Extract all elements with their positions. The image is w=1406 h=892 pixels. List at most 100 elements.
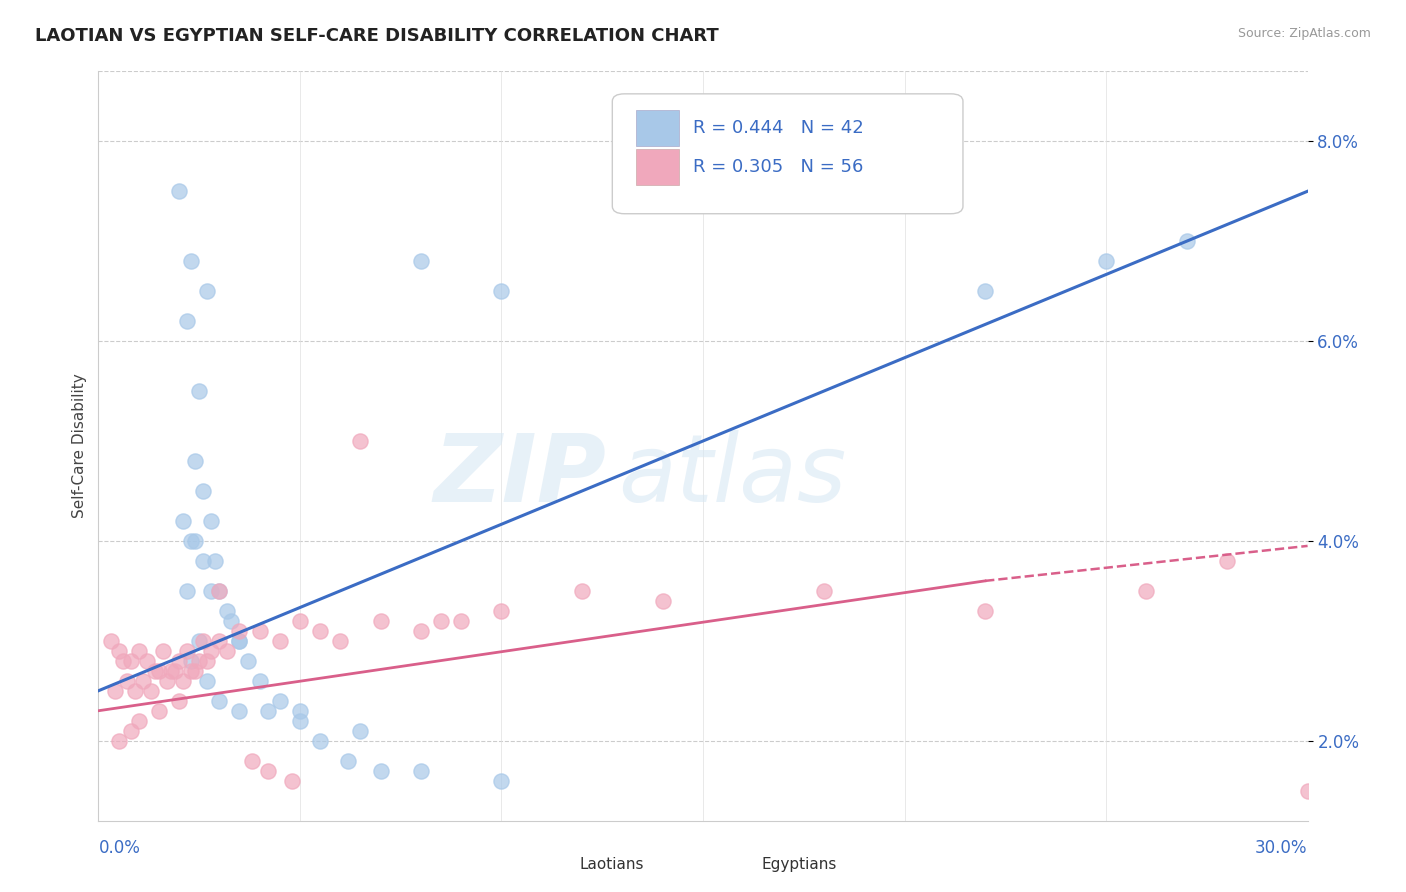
Point <box>288 704 311 718</box>
Text: LAOTIAN VS EGYPTIAN SELF-CARE DISABILITY CORRELATION CHART: LAOTIAN VS EGYPTIAN SELF-CARE DISABILITY… <box>35 27 718 45</box>
FancyBboxPatch shape <box>546 853 572 877</box>
Point <box>651 594 673 608</box>
Text: R = 0.444   N = 42: R = 0.444 N = 42 <box>693 119 865 136</box>
Point <box>188 654 211 668</box>
Point <box>491 773 513 788</box>
Point <box>200 514 222 528</box>
Point <box>193 554 215 568</box>
Point <box>269 694 291 708</box>
Point <box>193 633 215 648</box>
Point <box>148 704 170 718</box>
Point <box>135 654 157 668</box>
Point <box>188 384 211 398</box>
Text: Laotians: Laotians <box>579 857 644 872</box>
Point <box>124 683 146 698</box>
Point <box>217 604 239 618</box>
Point <box>409 254 432 268</box>
Point <box>256 704 278 718</box>
Point <box>128 714 150 728</box>
Point <box>217 644 239 658</box>
Point <box>1296 783 1319 797</box>
Point <box>139 683 162 698</box>
Point <box>195 654 218 668</box>
Point <box>204 554 226 568</box>
Point <box>1095 254 1118 268</box>
Point <box>107 733 129 747</box>
Point <box>288 714 311 728</box>
Point <box>120 723 142 738</box>
Point <box>128 644 150 658</box>
Text: 0.0%: 0.0% <box>98 838 141 856</box>
FancyBboxPatch shape <box>637 110 679 145</box>
Point <box>163 664 186 678</box>
Point <box>200 644 222 658</box>
Point <box>337 754 360 768</box>
Point <box>111 654 134 668</box>
Point <box>195 673 218 688</box>
Point <box>208 633 231 648</box>
Point <box>195 284 218 298</box>
Point <box>176 644 198 658</box>
Point <box>281 773 304 788</box>
FancyBboxPatch shape <box>727 853 754 877</box>
Point <box>180 254 202 268</box>
Point <box>228 704 250 718</box>
Point <box>176 583 198 598</box>
Point <box>160 664 183 678</box>
Text: R = 0.305   N = 56: R = 0.305 N = 56 <box>693 158 863 177</box>
Point <box>813 583 835 598</box>
Point <box>167 654 190 668</box>
Point <box>180 654 202 668</box>
Point <box>172 673 194 688</box>
Point <box>1135 583 1157 598</box>
Point <box>188 633 211 648</box>
Point <box>370 614 392 628</box>
Point <box>349 434 371 448</box>
FancyBboxPatch shape <box>613 94 963 214</box>
Text: atlas: atlas <box>619 431 846 522</box>
Point <box>288 614 311 628</box>
Point <box>240 754 263 768</box>
Point <box>176 314 198 328</box>
Point <box>249 624 271 638</box>
Point <box>132 673 155 688</box>
Point <box>184 664 207 678</box>
Point <box>249 673 271 688</box>
Point <box>208 583 231 598</box>
Point <box>491 604 513 618</box>
Point <box>167 184 190 198</box>
Point <box>370 764 392 778</box>
Point <box>208 694 231 708</box>
Y-axis label: Self-Care Disability: Self-Care Disability <box>72 374 87 518</box>
Point <box>172 514 194 528</box>
Point <box>450 614 472 628</box>
Point <box>228 633 250 648</box>
Text: ZIP: ZIP <box>433 430 606 522</box>
Point <box>256 764 278 778</box>
Point <box>349 723 371 738</box>
Point <box>200 583 222 598</box>
Point <box>107 644 129 658</box>
FancyBboxPatch shape <box>637 149 679 186</box>
Point <box>571 583 593 598</box>
Text: Source: ZipAtlas.com: Source: ZipAtlas.com <box>1237 27 1371 40</box>
Point <box>184 533 207 548</box>
Point <box>148 664 170 678</box>
Point <box>115 673 138 688</box>
Point <box>180 664 202 678</box>
Point <box>156 673 179 688</box>
Point <box>100 633 122 648</box>
Point <box>1216 554 1239 568</box>
Point <box>103 683 125 698</box>
Point <box>269 633 291 648</box>
Point <box>329 633 352 648</box>
Point <box>228 633 250 648</box>
Point <box>309 624 332 638</box>
Point <box>409 764 432 778</box>
Point <box>152 644 174 658</box>
Point <box>167 694 190 708</box>
Point <box>974 284 997 298</box>
Point <box>120 654 142 668</box>
Point <box>430 614 453 628</box>
Point <box>309 733 332 747</box>
